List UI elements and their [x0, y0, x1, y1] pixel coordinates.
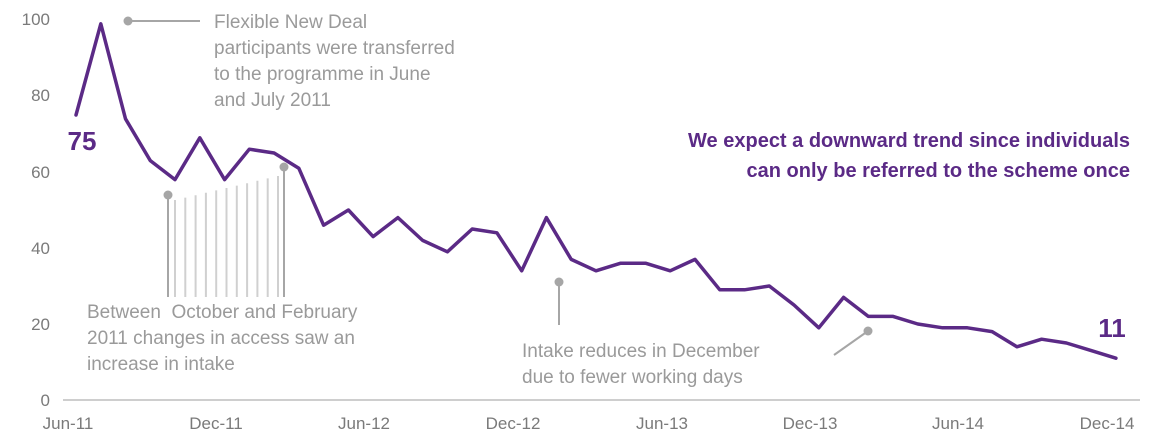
increase-period-hatch [174, 176, 279, 297]
x-tick-label: Jun-13 [636, 414, 688, 433]
y-tick-label: 20 [31, 315, 50, 334]
trend-callout-line: can only be referred to the scheme once [747, 160, 1130, 182]
y-tick-label: 60 [31, 163, 50, 182]
x-tick-labels: Jun-11 Dec-11 Jun-12 Dec-12 Jun-13 Dec-1… [43, 414, 1135, 433]
between-leader-left-dot [163, 190, 173, 200]
annotation-line: Intake reduces in December [522, 341, 760, 362]
annotation-flexible-new-deal: Flexible New Deal participants were tran… [214, 12, 455, 111]
december-leader-dot-2 [863, 326, 873, 336]
annotation-line: 2011 changes in access saw an [87, 328, 355, 349]
annotation-line: increase in intake [87, 354, 235, 375]
december-leader-line-2 [833, 330, 869, 356]
series-line [74, 22, 1118, 360]
x-tick-label: Dec-12 [486, 414, 541, 433]
x-tick-label: Dec-14 [1080, 414, 1135, 433]
annotation-line: and July 2011 [214, 90, 331, 111]
end-value-label: 11 [1098, 313, 1126, 343]
y-tick-label: 80 [31, 86, 50, 105]
between-leader-right-dot [279, 162, 289, 172]
annotation-trend: We expect a downward trend since individ… [688, 130, 1130, 182]
y-tick-label: 100 [22, 10, 50, 29]
x-tick-label: Jun-14 [932, 414, 984, 433]
annotation-line: Between October and February [87, 302, 358, 323]
annotation-between: Between October and February 2011 change… [87, 302, 358, 375]
y-tick-label: 0 [41, 391, 50, 410]
annotation-line: to the programme in June [214, 64, 431, 85]
annotation-line: due to fewer working days [522, 367, 743, 388]
x-tick-label: Dec-11 [189, 414, 243, 433]
annotation-line: participants were transferred [214, 38, 455, 59]
y-tick-label: 40 [31, 239, 50, 258]
annotation-line: Flexible New Deal [214, 12, 367, 33]
start-value-label: 75 [68, 126, 97, 156]
annotation-leaders [123, 16, 873, 356]
y-tick-labels: 0 20 40 60 80 100 [22, 10, 50, 410]
december-leader-dot-1 [554, 277, 564, 287]
x-tick-label: Jun-11 [43, 414, 94, 433]
x-tick-label: Jun-12 [338, 414, 390, 433]
x-tick-label: Dec-13 [783, 414, 838, 433]
annotation-december: Intake reduces in December due to fewer … [522, 341, 760, 388]
flexible-leader-dot [123, 16, 133, 26]
trend-callout-line: We expect a downward trend since individ… [688, 130, 1130, 152]
